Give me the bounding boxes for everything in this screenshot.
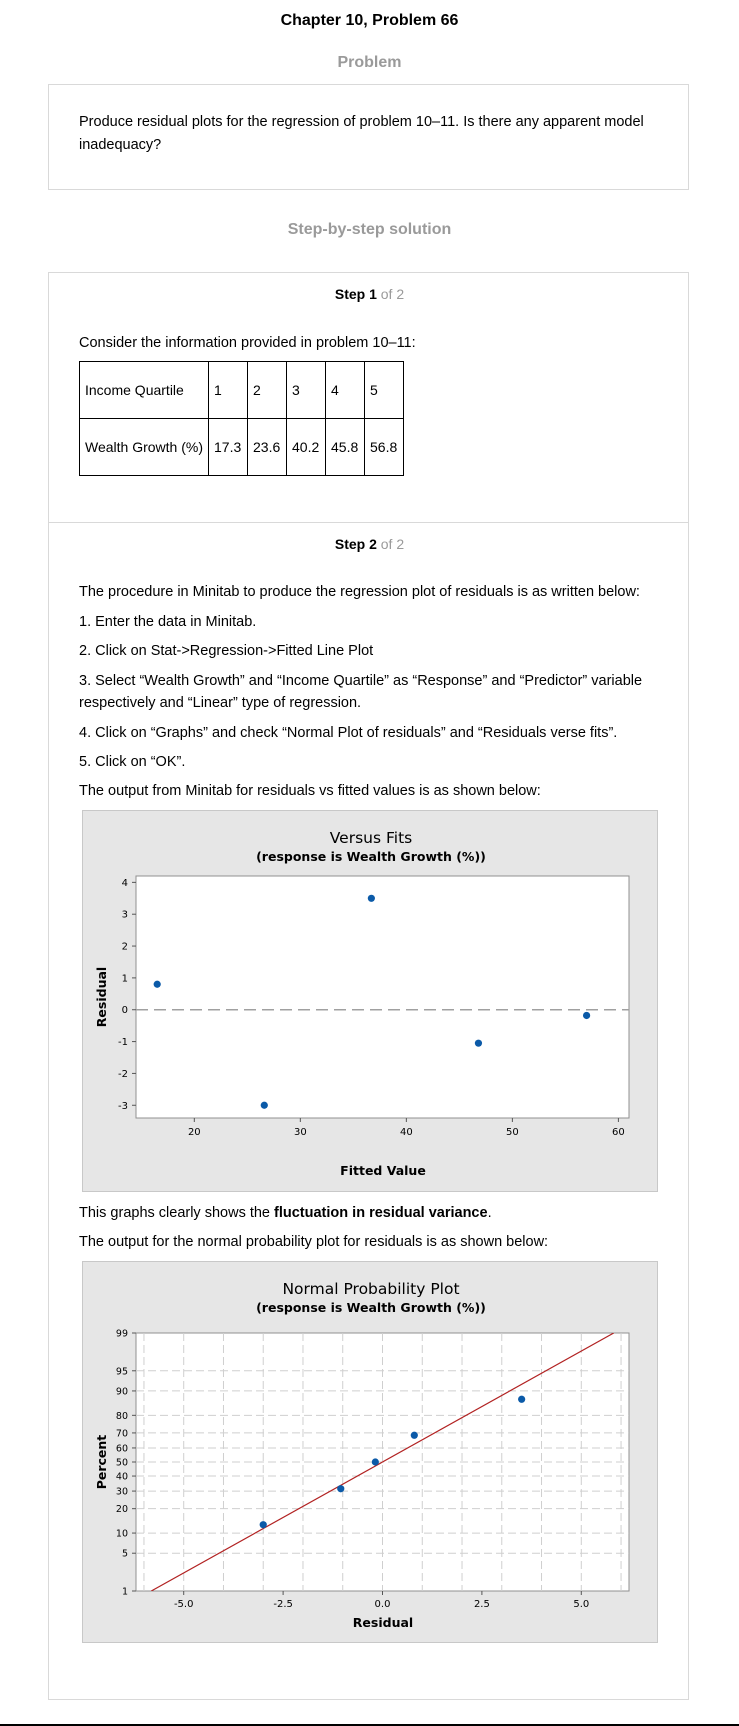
step-2-item-4: 4. Click on “Graphs” and check “Normal P… — [79, 725, 618, 741]
chart-subtitle: (response is Wealth Growth (%)) — [256, 849, 486, 864]
table-cell: 17.3 — [208, 418, 248, 476]
y-tick-label: 70 — [116, 1428, 128, 1439]
problem-text-line-2: inadequacy? — [79, 137, 162, 153]
table-row: Wealth Growth (%) 17.3 23.6 40.2 45.8 56… — [79, 418, 404, 476]
chart-subtitle: (response is Wealth Growth (%)) — [256, 1300, 486, 1315]
table-cell: 4 — [325, 361, 365, 419]
x-tick-label: 20 — [188, 1127, 201, 1138]
y-tick-label: 1 — [122, 973, 128, 984]
y-axis-label: Percent — [94, 1435, 109, 1490]
page-title: Chapter 10, Problem 66 — [280, 12, 459, 29]
x-axis-label: Residual — [353, 1615, 413, 1630]
plot-area — [135, 875, 630, 1119]
x-tick-label: 2.5 — [474, 1599, 490, 1610]
step-2-output-1: The output from Minitab for residuals vs… — [79, 783, 541, 799]
problem-text-line-1: Produce residual plots for the regressio… — [79, 114, 644, 130]
y-tick-label: 20 — [116, 1504, 128, 1515]
residual-point — [260, 1101, 268, 1109]
chart-title: Versus Fits — [330, 829, 412, 847]
table-cell: 40.2 — [286, 418, 326, 476]
table-cell: 5 — [364, 361, 404, 419]
y-tick-label: -1 — [118, 1037, 128, 1048]
x-axis-label: Fitted Value — [340, 1163, 426, 1178]
step-2-item-3a: 3. Select “Wealth Growth” and “Income Qu… — [79, 673, 643, 689]
step-1-intro: Consider the information provided in pro… — [79, 335, 416, 351]
step-1-count: of 2 — [376, 286, 405, 302]
conclusion-text: This graphs clearly shows the fluctuatio… — [79, 1202, 492, 1225]
x-tick-label: 60 — [612, 1127, 625, 1138]
solution-box — [48, 272, 689, 1700]
residual-point — [474, 1039, 483, 1047]
step-2-label: Step 2 — [334, 536, 377, 552]
chart-title: Normal Probability Plot — [282, 1280, 459, 1298]
y-tick-label: 40 — [116, 1472, 128, 1483]
page-bottom-border — [0, 1724, 739, 1726]
conclusion-suffix: . — [487, 1205, 492, 1221]
y-tick-label: 1 — [122, 1587, 128, 1598]
versus-fits-chart: Versus Fits (response is Wealth Growth (… — [82, 810, 658, 1192]
residual-point — [582, 1011, 591, 1020]
step-2-item-2: 2. Click on Stat->Regression->Fitted Lin… — [79, 643, 374, 659]
step-1-label: Step 1 — [334, 286, 377, 302]
y-tick-label: 30 — [116, 1487, 128, 1498]
x-tick-label: 30 — [294, 1127, 307, 1138]
y-tick-label: 10 — [116, 1529, 128, 1540]
problem-box — [48, 84, 689, 190]
conclusion-emphasis: fluctuation in residual variance — [274, 1205, 488, 1221]
probability-point — [518, 1395, 526, 1403]
fit-line — [150, 1333, 615, 1591]
probability-point — [371, 1458, 379, 1466]
x-tick-label: 0.0 — [375, 1599, 391, 1610]
step-2-heading: Step 2 of 2 — [0, 536, 739, 552]
y-tick-label: 4 — [122, 878, 128, 889]
step-2-intro: The procedure in Minitab to produce the … — [79, 584, 640, 600]
table-cell: 1 — [208, 361, 248, 419]
y-axis-label: Residual — [94, 967, 109, 1027]
y-tick-label: 60 — [116, 1443, 128, 1454]
step-1-heading: Step 1 of 2 — [0, 286, 739, 302]
table-cell: 56.8 — [364, 418, 404, 476]
x-tick-label: -2.5 — [273, 1599, 293, 1610]
x-tick-label: 40 — [400, 1127, 413, 1138]
table-cell: 3 — [286, 361, 326, 419]
normal-probability-svg: Normal Probability Plot (response is Wea… — [94, 1280, 630, 1630]
step-divider — [48, 522, 689, 523]
table-row-header: Income Quartile — [79, 361, 209, 419]
table-row-header: Wealth Growth (%) — [79, 418, 209, 476]
y-tick-label: 99 — [116, 1329, 128, 1340]
probability-point — [337, 1485, 345, 1493]
step-2-item-3b: respectively and “Linear” type of regres… — [79, 695, 362, 711]
y-tick-label: 90 — [116, 1386, 128, 1397]
problem-heading: Problem — [337, 54, 402, 71]
residual-point — [367, 894, 375, 902]
residual-point — [153, 980, 161, 988]
solution-heading: Step-by-step solution — [287, 221, 452, 238]
data-table: Income Quartile 1 2 3 4 5 Wealth Growth … — [79, 361, 404, 476]
table-row: Income Quartile 1 2 3 4 5 — [79, 361, 404, 419]
y-tick-label: 2 — [122, 942, 128, 953]
y-tick-label: 50 — [116, 1458, 128, 1469]
y-tick-label: 0 — [122, 1005, 128, 1016]
normal-probability-chart: Normal Probability Plot (response is Wea… — [82, 1261, 658, 1643]
step-2-item-1: 1. Enter the data in Minitab. — [79, 614, 257, 630]
step-2-item-5: 5. Click on “OK”. — [79, 754, 186, 770]
y-tick-label: 3 — [122, 910, 128, 921]
y-tick-label: -2 — [118, 1069, 128, 1080]
y-tick-label: 95 — [116, 1366, 128, 1377]
conclusion-prefix: This graphs clearly shows the — [79, 1205, 275, 1221]
x-tick-label: 5.0 — [573, 1599, 589, 1610]
table-cell: 23.6 — [247, 418, 287, 476]
y-tick-label: 5 — [122, 1549, 128, 1560]
probability-point — [410, 1431, 418, 1439]
step-2-output-2: The output for the normal probability pl… — [79, 1234, 549, 1250]
versus-fits-svg: Versus Fits (response is Wealth Growth (… — [94, 829, 630, 1178]
table-cell: 2 — [247, 361, 287, 419]
y-tick-label: -3 — [118, 1101, 128, 1112]
x-tick-label: 50 — [506, 1127, 519, 1138]
step-2-count: of 2 — [376, 536, 405, 552]
x-tick-label: -5.0 — [174, 1599, 194, 1610]
probability-point — [259, 1521, 267, 1529]
y-tick-label: 80 — [116, 1411, 128, 1422]
table-cell: 45.8 — [325, 418, 365, 476]
